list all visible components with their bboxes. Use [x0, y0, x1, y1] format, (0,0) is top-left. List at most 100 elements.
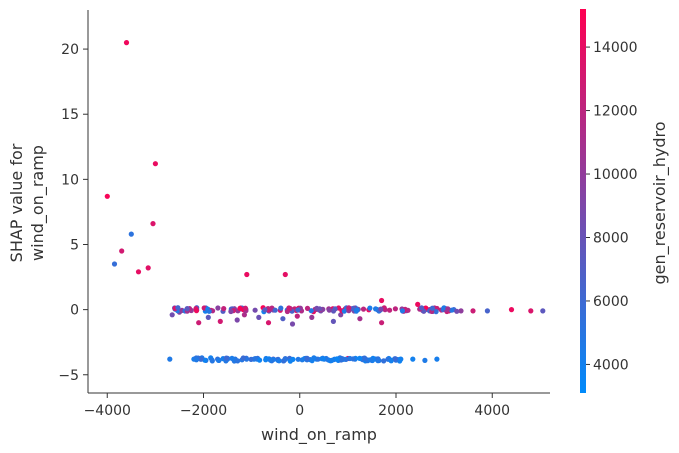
- data-point: [419, 305, 425, 311]
- data-point: [295, 307, 301, 313]
- data-point: [242, 305, 248, 311]
- data-point: [240, 355, 246, 361]
- data-point: [508, 307, 515, 313]
- data-point: [379, 320, 385, 326]
- data-point: [252, 307, 258, 313]
- data-point: [252, 356, 258, 362]
- colorbar-label: gen_reservoir_hydro: [650, 121, 670, 284]
- data-point: [272, 307, 278, 313]
- y-tick-label: 10: [61, 172, 79, 188]
- data-point: [262, 307, 268, 313]
- data-point: [209, 358, 215, 364]
- data-point: [256, 314, 262, 320]
- data-point: [135, 269, 142, 275]
- data-point: [367, 357, 373, 363]
- data-point: [528, 308, 534, 314]
- y-axis-label-line-1-text: SHAP value for: [7, 143, 26, 262]
- data-point: [221, 306, 227, 312]
- data-point: [326, 307, 332, 313]
- y-tick-label: 15: [61, 107, 79, 123]
- data-point: [319, 356, 325, 362]
- data-point: [304, 355, 310, 361]
- data-point: [376, 357, 382, 364]
- y-axis-label-line-2-text: wind_on_ramp: [28, 145, 48, 261]
- data-point: [215, 305, 221, 311]
- colorbar-tick-label: 8000: [593, 230, 629, 246]
- data-point: [267, 357, 273, 363]
- data-point: [193, 308, 200, 314]
- data-point: [304, 305, 311, 311]
- data-point: [150, 221, 156, 227]
- x-tick-label: 4000: [474, 403, 510, 419]
- data-point: [470, 308, 476, 314]
- data-point: [392, 356, 398, 362]
- data-point: [244, 271, 250, 278]
- x-tick-label: −4000: [84, 403, 131, 419]
- data-point: [287, 358, 293, 364]
- data-point: [241, 312, 247, 318]
- data-point: [276, 358, 282, 364]
- data-point: [237, 305, 243, 311]
- data-point: [433, 309, 439, 315]
- data-point: [338, 356, 345, 362]
- data-point: [346, 305, 352, 311]
- y-tick-label: 5: [70, 237, 79, 253]
- data-point: [360, 306, 367, 312]
- x-axis-ticks: −4000 −2000 0 2000 4000: [84, 393, 510, 419]
- data-point: [152, 161, 158, 167]
- data-point: [422, 357, 428, 363]
- data-point: [206, 308, 212, 314]
- y-tick-label: 0: [70, 303, 79, 319]
- colorbar-tick-label: 14000: [593, 40, 638, 56]
- data-point: [334, 356, 340, 362]
- data-point: [289, 321, 296, 327]
- data-point: [317, 306, 323, 312]
- data-point: [367, 305, 373, 311]
- data-point: [111, 261, 118, 267]
- data-point: [280, 316, 286, 322]
- data-point: [381, 358, 387, 364]
- data-point: [454, 308, 460, 314]
- data-point: [392, 306, 398, 312]
- data-point: [388, 358, 394, 364]
- data-point: [216, 357, 222, 363]
- scatter-points: [104, 40, 546, 364]
- data-point: [410, 356, 416, 362]
- data-point: [223, 355, 229, 361]
- data-point: [378, 306, 384, 312]
- data-point: [330, 318, 336, 324]
- data-point: [234, 317, 240, 323]
- x-tick-label: −2000: [180, 403, 227, 419]
- data-point: [415, 301, 421, 307]
- data-point: [145, 265, 151, 271]
- y-tick-label: 20: [61, 42, 79, 58]
- data-point: [309, 314, 315, 320]
- data-point: [350, 356, 356, 362]
- data-point: [128, 231, 134, 237]
- data-point: [175, 305, 181, 311]
- data-point: [265, 320, 272, 326]
- x-axis-label: wind_on_ramp: [261, 425, 377, 445]
- data-point: [278, 305, 284, 311]
- colorbar-tick-label: 10000: [593, 167, 638, 183]
- data-point: [379, 297, 385, 304]
- data-point: [167, 356, 173, 362]
- data-point: [330, 308, 337, 314]
- data-point: [198, 356, 204, 362]
- colorbar-tick-label: 6000: [593, 294, 629, 310]
- data-point: [123, 40, 130, 46]
- data-point: [184, 306, 190, 312]
- data-point: [248, 356, 254, 362]
- data-point: [286, 305, 292, 311]
- data-point: [354, 307, 360, 313]
- data-point: [540, 308, 546, 314]
- data-point: [326, 357, 332, 363]
- y-tick-label: −5: [58, 368, 79, 384]
- colorbar-tick-label: 4000: [593, 357, 629, 373]
- data-point: [235, 358, 241, 364]
- data-point: [387, 307, 393, 313]
- data-point: [282, 271, 288, 278]
- colorbar-tick-label: 12000: [593, 104, 638, 120]
- data-point: [341, 308, 347, 314]
